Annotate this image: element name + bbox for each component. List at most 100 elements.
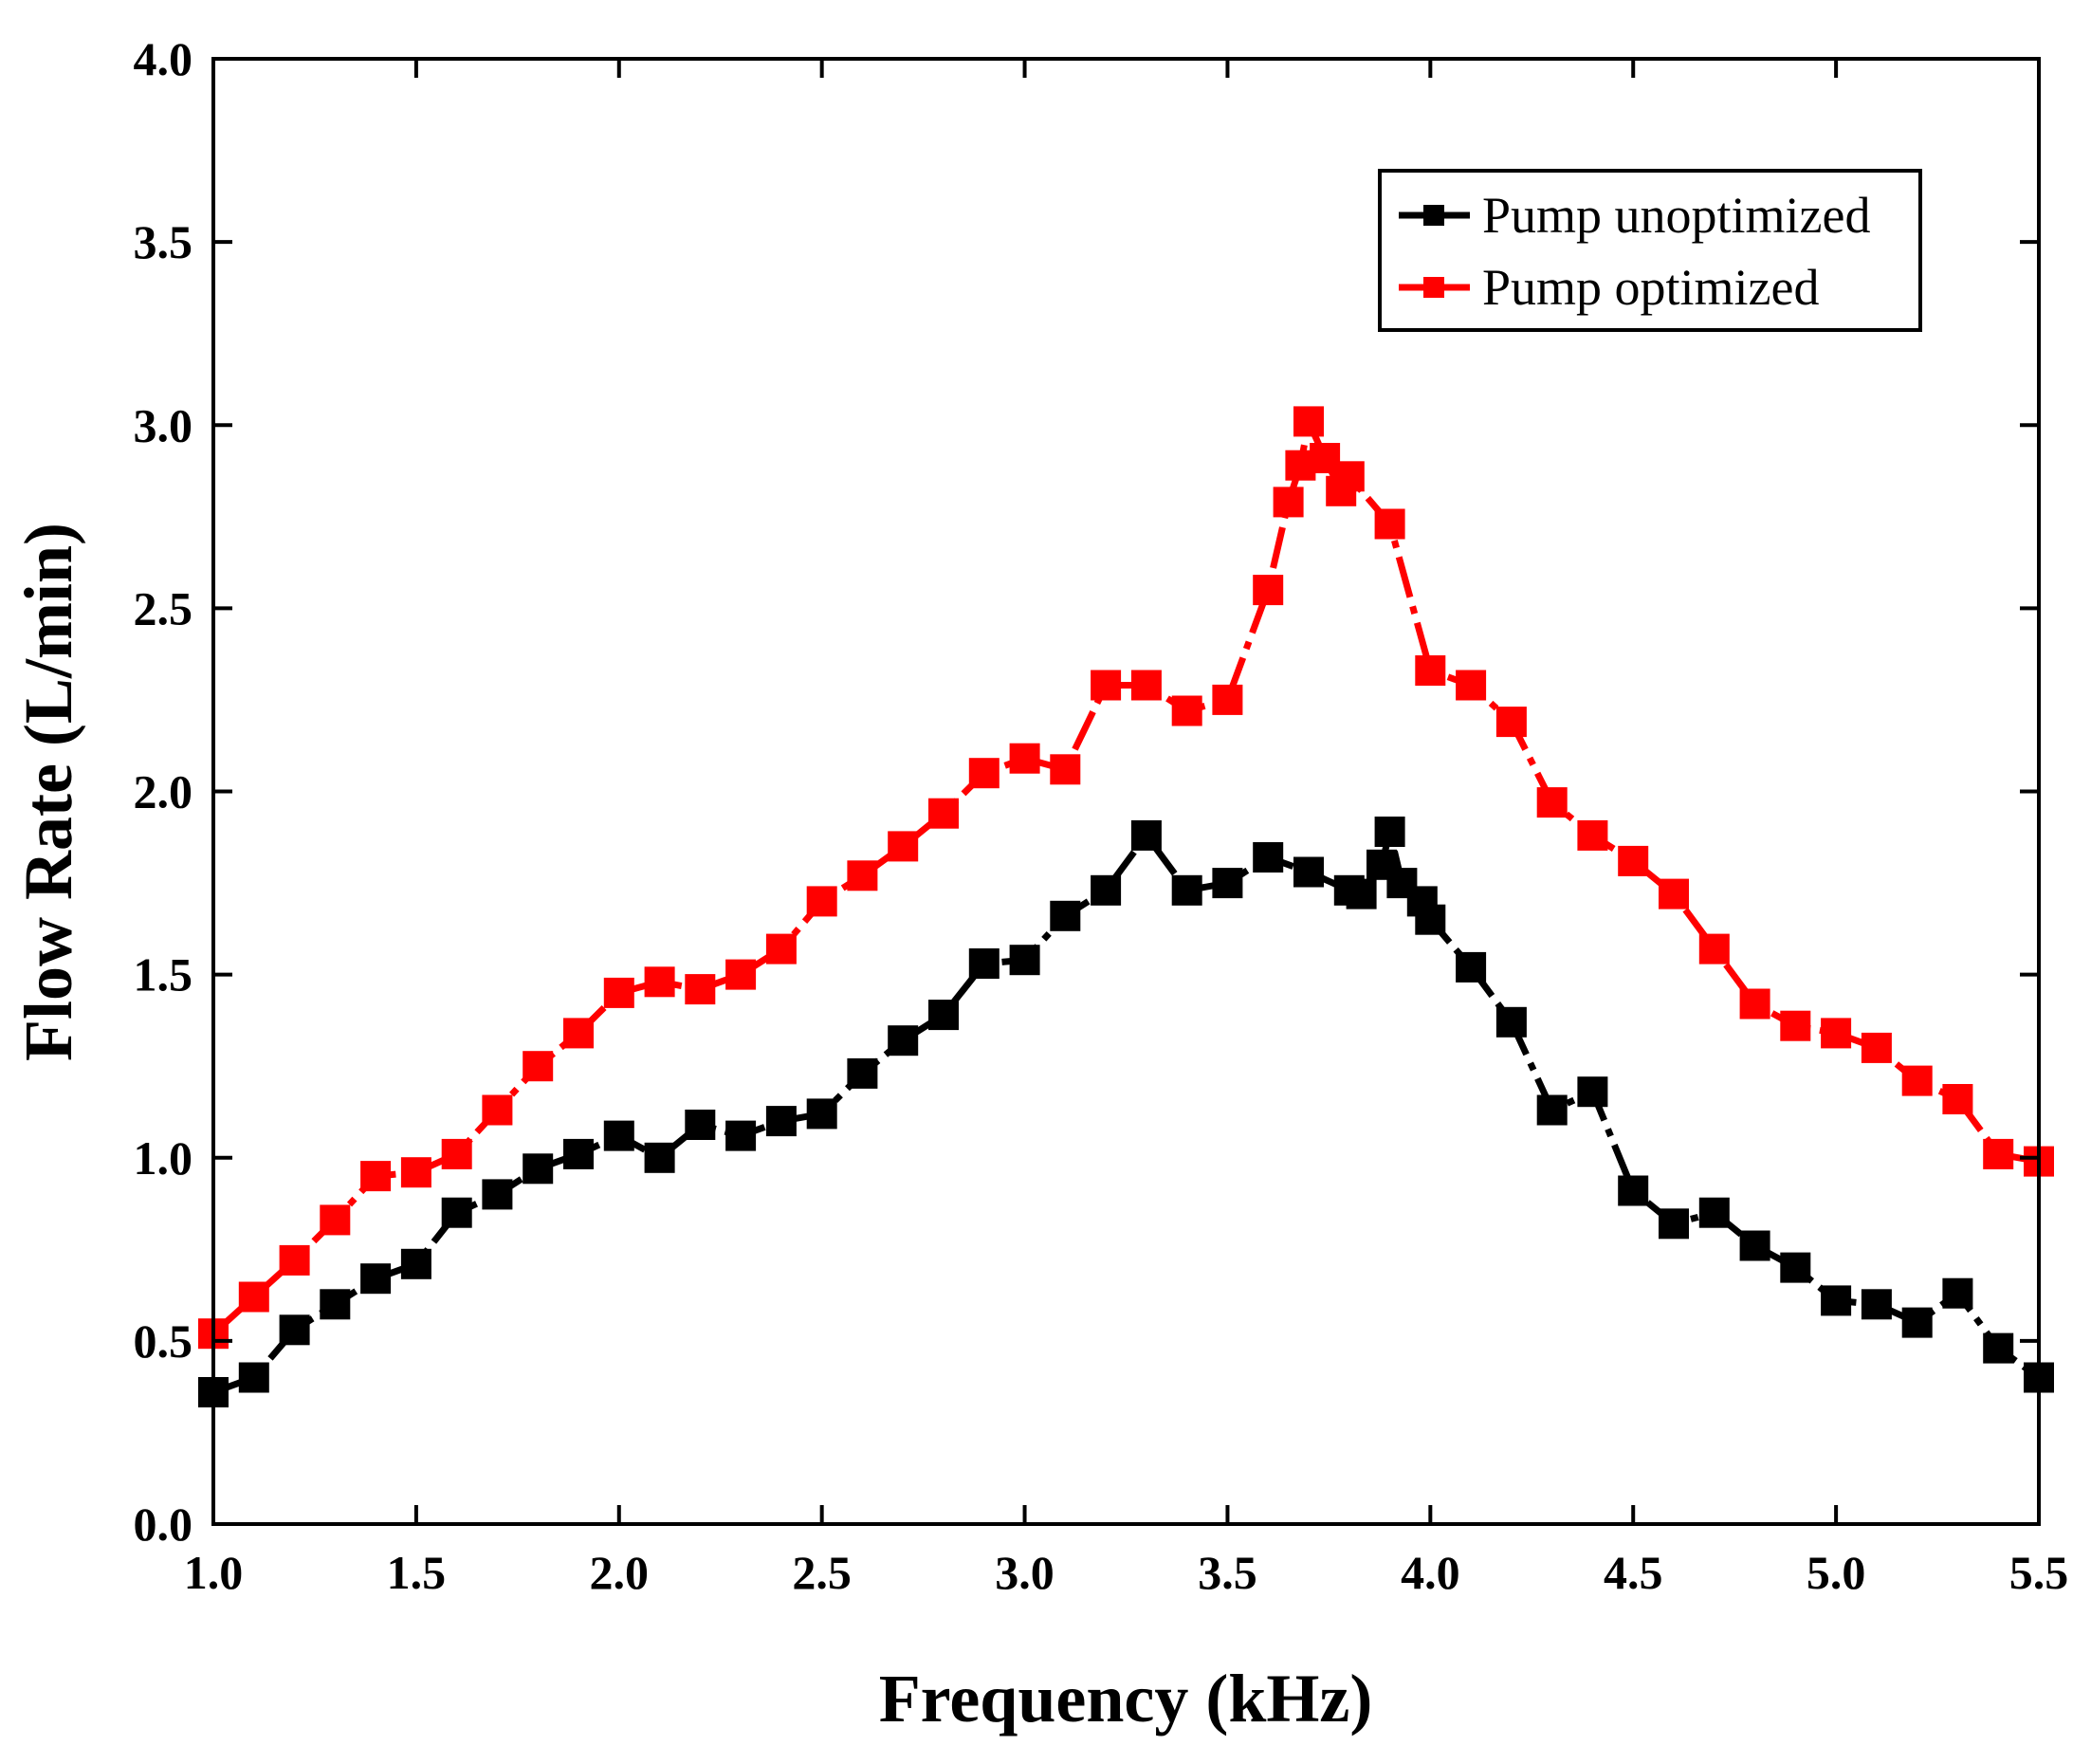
legend-marker-optimized <box>1423 277 1444 298</box>
data-point <box>847 860 878 891</box>
y-tick-label: 3.0 <box>134 398 193 451</box>
y-tick-label: 4.0 <box>134 32 193 85</box>
y-tick-label: 1.0 <box>134 1131 193 1185</box>
data-point <box>847 1057 878 1089</box>
data-point <box>1618 845 1649 876</box>
x-tick-label: 5.0 <box>1807 1546 1866 1599</box>
data-point <box>968 758 1000 789</box>
data-point <box>1901 1065 1933 1096</box>
data-point <box>765 1106 797 1137</box>
data-point <box>603 1120 634 1151</box>
data-point <box>360 1161 392 1192</box>
data-point <box>1536 787 1568 818</box>
data-point <box>563 1138 594 1169</box>
data-point <box>1415 904 1446 935</box>
data-point <box>1659 878 1689 910</box>
series-0 <box>198 817 2054 1407</box>
data-point <box>1333 461 1365 492</box>
data-point <box>1861 1032 1892 1063</box>
data-point <box>1273 487 1304 518</box>
data-point <box>806 1098 837 1130</box>
data-point <box>1577 1076 1608 1108</box>
data-point <box>1780 1252 1811 1283</box>
data-point <box>968 948 1000 979</box>
data-point <box>644 966 675 998</box>
x-tick-label: 2.5 <box>792 1546 852 1599</box>
data-point <box>441 1138 472 1169</box>
data-point <box>644 1142 675 1173</box>
data-point <box>765 933 797 965</box>
data-point <box>1130 819 1162 851</box>
data-point <box>685 974 716 1005</box>
data-point <box>1618 1175 1649 1206</box>
data-point <box>279 1314 310 1346</box>
data-point <box>1861 1289 1892 1320</box>
data-point <box>1983 1332 2014 1364</box>
data-point <box>1659 1208 1689 1240</box>
y-tick-label: 0.5 <box>134 1314 193 1368</box>
data-point <box>482 1094 513 1126</box>
data-point <box>1495 1006 1527 1038</box>
x-axis-title: Frequency (kHz) <box>879 1661 1373 1736</box>
data-point <box>685 1110 716 1140</box>
data-point <box>1293 406 1324 437</box>
data-point <box>400 1157 431 1188</box>
data-point <box>1374 508 1405 540</box>
data-point <box>1374 817 1405 847</box>
y-axis-title: Flow Rate (L/min) <box>10 523 86 1061</box>
x-tick-label: 1.5 <box>387 1546 447 1599</box>
data-point <box>725 959 757 990</box>
legend-label-unoptimized: Pump unoptimized <box>1482 187 1870 244</box>
data-point <box>1253 842 1284 873</box>
data-point <box>1346 878 1377 910</box>
legend-marker-unoptimized <box>1423 205 1444 226</box>
x-tick-label: 4.5 <box>1604 1546 1663 1599</box>
data-point <box>1456 670 1487 701</box>
data-point <box>1901 1307 1933 1338</box>
data-point <box>1253 575 1284 606</box>
legend: Pump unoptimized Pump optimized <box>1378 169 1922 332</box>
data-point <box>1942 1084 1973 1114</box>
data-point <box>1091 874 1122 906</box>
data-point <box>888 1025 919 1057</box>
data-point <box>1780 1010 1811 1041</box>
data-point <box>441 1197 472 1228</box>
data-point <box>1536 1094 1568 1126</box>
y-tick-label: 2.0 <box>134 765 193 818</box>
data-point <box>1495 707 1527 738</box>
data-point <box>1050 754 1081 785</box>
x-tick-label: 4.0 <box>1401 1546 1460 1599</box>
y-tick-label: 3.5 <box>134 215 193 268</box>
data-point <box>523 1153 554 1185</box>
data-point <box>1821 1018 1852 1049</box>
data-point <box>360 1263 392 1295</box>
data-point <box>1456 951 1487 983</box>
data-point <box>238 1362 269 1393</box>
x-tick-label: 3.0 <box>995 1546 1055 1599</box>
data-point <box>563 1018 594 1049</box>
data-point <box>320 1204 351 1236</box>
data-point <box>1009 945 1040 976</box>
data-point <box>320 1289 351 1320</box>
y-tick-label: 0.0 <box>134 1498 193 1551</box>
x-tick-label: 2.0 <box>590 1546 650 1599</box>
y-tick-label: 2.5 <box>134 581 193 634</box>
data-point <box>1130 670 1162 701</box>
y-tick-label: 1.5 <box>134 948 193 1001</box>
data-point <box>1739 988 1770 1020</box>
ticks-layer: 1.0 1.5 2.0 2.5 3.0 3.5 4.0 4.5 5.0 5.5 0.0 0.5 1.0 1… <box>134 32 2069 1599</box>
data-point <box>1415 655 1446 686</box>
data-point <box>1171 874 1202 906</box>
data-point <box>1698 933 1730 965</box>
x-tick-label: 1.0 <box>184 1546 244 1599</box>
data-point <box>1739 1230 1770 1261</box>
data-point <box>1698 1197 1730 1228</box>
data-point <box>1212 868 1243 899</box>
data-point <box>888 831 919 862</box>
series-layer <box>198 406 2054 1407</box>
data-point <box>1212 684 1243 715</box>
series-1 <box>198 406 2054 1350</box>
data-point <box>279 1244 310 1276</box>
data-point <box>1050 900 1081 931</box>
